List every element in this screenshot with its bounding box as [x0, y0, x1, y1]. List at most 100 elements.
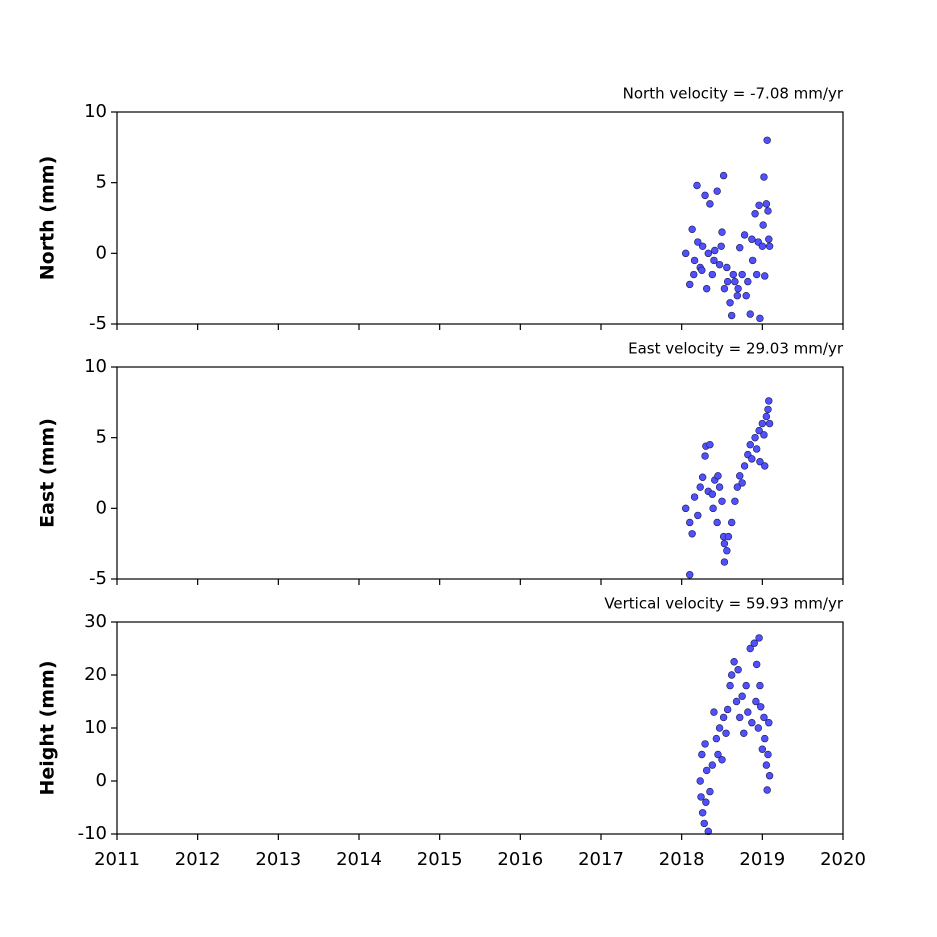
data-point — [688, 530, 696, 538]
data-point — [702, 798, 710, 806]
y-axis-label: Height (mm) — [37, 660, 59, 795]
data-point — [750, 639, 758, 647]
data-point — [724, 532, 733, 541]
data-point — [722, 729, 730, 737]
data-point — [762, 761, 771, 769]
data-point — [720, 284, 729, 293]
data-point — [736, 243, 744, 252]
data-point — [712, 734, 721, 743]
data-point — [756, 314, 764, 323]
data-point — [681, 504, 690, 513]
data-point — [702, 284, 711, 293]
data-point — [751, 210, 759, 218]
data-point — [727, 311, 736, 320]
panel-title: Vertical velocity = 59.93 mm/yr — [604, 595, 844, 613]
y-tick-label: 5 — [96, 427, 107, 448]
data-point — [748, 256, 757, 265]
data-point — [738, 692, 746, 700]
x-tick-label: 2020 — [820, 849, 866, 870]
data-point — [748, 718, 756, 727]
data-point — [754, 724, 762, 732]
data-point — [764, 750, 772, 759]
data-point — [718, 497, 726, 505]
data-point — [764, 405, 772, 414]
y-tick-label: 0 — [96, 242, 107, 263]
data-point — [718, 756, 726, 764]
x-tick-label: 2017 — [578, 849, 624, 870]
data-point — [720, 539, 729, 548]
data-point — [690, 256, 699, 265]
data-point — [713, 518, 721, 527]
data-point — [726, 299, 734, 307]
y-tick-label: 0 — [96, 497, 107, 518]
data-point — [690, 493, 699, 501]
data-point — [723, 705, 732, 714]
data-point — [758, 419, 767, 428]
data-point — [764, 207, 772, 215]
data-point — [693, 181, 701, 190]
data-point — [734, 665, 742, 674]
data-point — [727, 518, 736, 527]
data-point — [731, 277, 739, 286]
data-point — [752, 270, 761, 279]
data-point — [760, 173, 768, 181]
data-point — [690, 270, 698, 279]
data-point — [706, 787, 714, 796]
data-point — [686, 280, 694, 289]
data-point — [760, 431, 768, 439]
data-point — [723, 547, 731, 555]
data-point — [718, 228, 726, 236]
data-point — [765, 771, 774, 780]
data-point — [763, 136, 771, 144]
y-tick-label: -5 — [89, 568, 107, 589]
data-point — [701, 740, 709, 748]
y-tick-label: 10 — [84, 101, 107, 122]
data-point — [755, 426, 763, 435]
data-point — [730, 658, 738, 666]
data-point — [742, 681, 750, 690]
x-tick-label: 2015 — [417, 849, 463, 870]
y-tick-label: 30 — [84, 611, 107, 632]
x-tick-label: 2016 — [497, 849, 543, 870]
data-point — [723, 263, 731, 272]
data-point — [762, 200, 771, 208]
data-point — [751, 433, 759, 442]
data-point — [708, 490, 717, 498]
data-point — [698, 750, 706, 759]
data-point — [758, 242, 767, 250]
data-point — [765, 419, 774, 428]
data-point — [755, 201, 763, 209]
data-point — [734, 284, 742, 293]
data-point — [738, 270, 746, 279]
data-point — [686, 571, 694, 579]
data-point — [696, 777, 704, 785]
data-point — [711, 246, 719, 255]
x-tick-label: 2018 — [659, 849, 705, 870]
data-point — [738, 479, 746, 487]
data-point — [736, 713, 744, 722]
data-point — [733, 292, 742, 300]
data-point — [715, 724, 724, 732]
y-tick-label: 0 — [96, 770, 107, 791]
y-axis-label: East (mm) — [37, 418, 59, 528]
y-tick-label: -5 — [89, 313, 107, 334]
data-point — [715, 260, 724, 269]
data-point — [726, 681, 734, 690]
data-point — [717, 242, 725, 250]
data-point — [704, 827, 712, 836]
data-point — [765, 242, 774, 250]
y-axis-label: North (mm) — [37, 156, 59, 281]
x-tick-label: 2012 — [175, 849, 221, 870]
data-point — [752, 445, 761, 453]
data-point — [755, 634, 763, 642]
data-point — [702, 766, 711, 775]
data-point — [752, 660, 761, 669]
data-point — [758, 745, 767, 753]
data-point — [765, 397, 773, 405]
data-point — [732, 697, 741, 706]
data-point — [714, 472, 722, 480]
data-point — [701, 191, 709, 200]
data-point — [727, 671, 736, 679]
data-point — [698, 473, 707, 481]
